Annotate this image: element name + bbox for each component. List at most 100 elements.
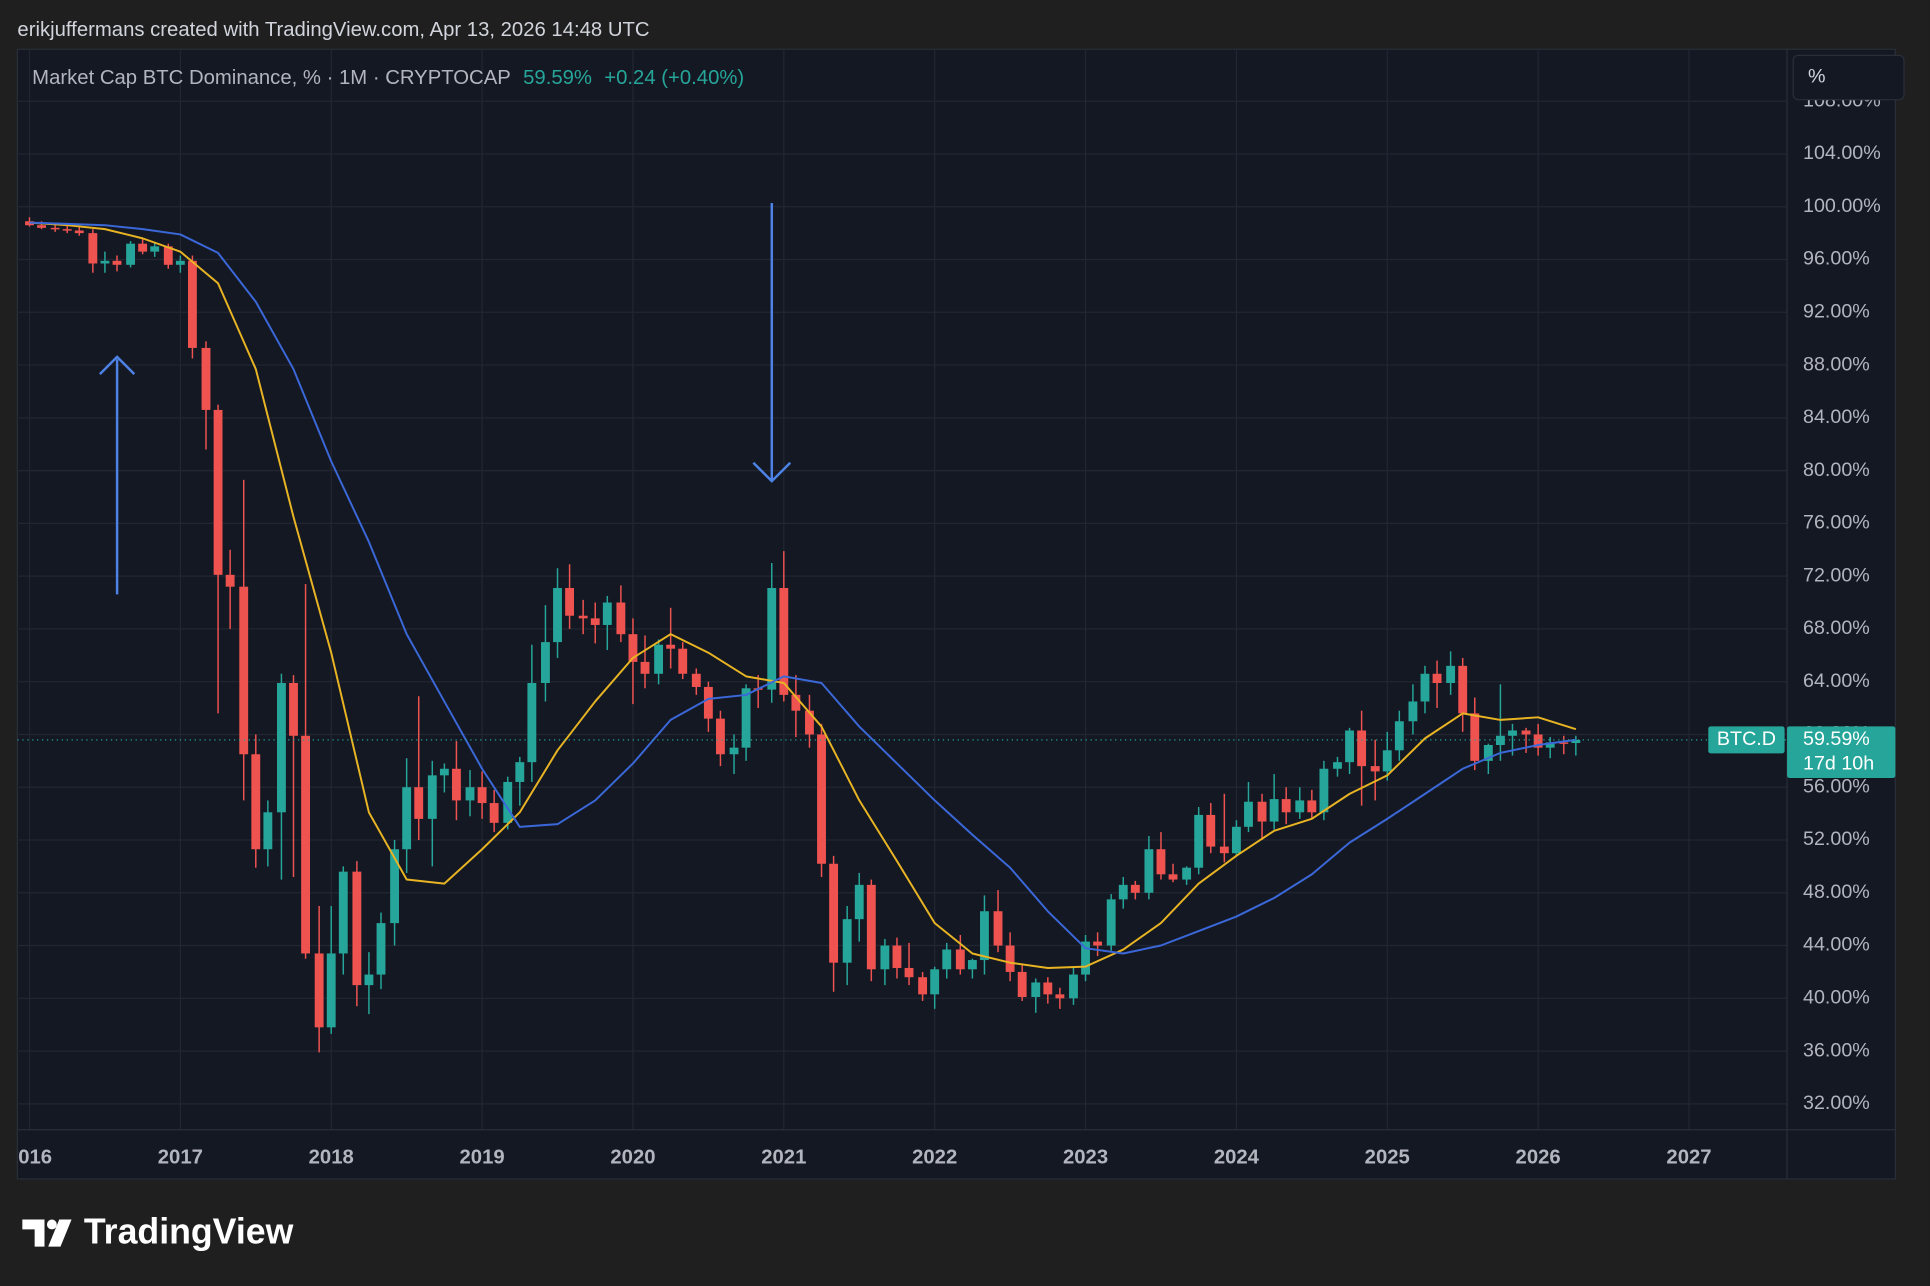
candle-body xyxy=(904,967,914,978)
scale-button[interactable] xyxy=(1792,54,1905,101)
candle-body xyxy=(314,953,324,1028)
legend-value: 59.59% xyxy=(523,67,592,89)
candle-body xyxy=(1370,766,1380,772)
candle-body xyxy=(1269,799,1279,822)
x-tick-label: 2026 xyxy=(1516,1146,1561,1168)
y-tick-label: 76.00% xyxy=(1803,512,1870,534)
candle-body xyxy=(1144,849,1154,893)
x-tick-label: 2023 xyxy=(1063,1146,1108,1168)
candle-body xyxy=(1055,994,1065,999)
candle-body xyxy=(390,849,400,924)
candle-body xyxy=(817,734,826,864)
candle-body xyxy=(1545,742,1555,748)
candle-body xyxy=(465,787,475,801)
candle-body xyxy=(251,754,261,850)
last-price-label: 59.59% xyxy=(1803,728,1870,750)
y-tick-label: 84.00% xyxy=(1803,406,1870,428)
candle-body xyxy=(1559,742,1569,744)
candle-body xyxy=(942,949,952,970)
candle-body xyxy=(376,923,386,975)
candle-body xyxy=(100,260,110,264)
candle-body xyxy=(301,735,311,954)
candle-body xyxy=(678,648,688,674)
candle-body xyxy=(187,260,197,348)
candle-body xyxy=(338,871,348,954)
candle-body xyxy=(716,718,725,755)
candle-body xyxy=(741,688,751,748)
candle-body xyxy=(225,574,235,587)
candle-body xyxy=(880,945,890,970)
symbol-tag-label: BTC.D xyxy=(1717,728,1776,750)
scale-button-label[interactable]: % xyxy=(1808,66,1826,88)
candle-body xyxy=(654,644,664,674)
candle-body xyxy=(88,233,98,264)
x-tick-label: 2027 xyxy=(1666,1146,1711,1168)
x-tick-label: 2020 xyxy=(610,1146,655,1168)
moving-average-line xyxy=(29,221,1577,955)
y-tick-label: 96.00% xyxy=(1803,248,1870,270)
candle-body xyxy=(452,768,461,801)
y-tick-label: 72.00% xyxy=(1803,564,1870,586)
candle-body xyxy=(628,634,638,662)
candle-body xyxy=(364,974,374,986)
candle-body xyxy=(1043,982,1053,995)
candle-body xyxy=(277,683,286,813)
y-tick-label: 64.00% xyxy=(1803,670,1870,692)
candle-body xyxy=(866,884,876,970)
candle-body xyxy=(541,642,550,684)
candle-body xyxy=(1533,734,1543,748)
y-tick-label: 92.00% xyxy=(1803,300,1870,322)
candle-body xyxy=(1206,814,1216,847)
candle-body xyxy=(1357,730,1367,767)
y-tick-label: 48.00% xyxy=(1803,881,1870,903)
candle-body xyxy=(980,911,989,961)
candle-body xyxy=(1194,814,1204,868)
candle-body xyxy=(930,969,940,995)
candle-body xyxy=(1231,826,1241,854)
candle-body xyxy=(527,683,537,763)
candle-body xyxy=(666,644,676,649)
candle-body xyxy=(703,686,713,719)
x-tick-label: 2019 xyxy=(460,1146,505,1168)
candle-body xyxy=(955,949,965,970)
candle-body xyxy=(1394,721,1404,751)
candle-body xyxy=(565,588,575,616)
x-tick-label: 2025 xyxy=(1365,1146,1410,1168)
candle-body xyxy=(414,787,424,819)
candle-body xyxy=(477,787,487,804)
candle-body xyxy=(515,762,525,782)
x-tick-label: 2016 xyxy=(7,1146,52,1168)
candle-body xyxy=(1470,713,1480,761)
candle-body xyxy=(1408,701,1418,722)
time-axis: 2016 2017 2018 2019 2020 2021 2022 2023 2024 2025… xyxy=(7,1146,1711,1168)
candle-body xyxy=(1182,867,1192,880)
candle-body xyxy=(1118,884,1128,900)
logo: TradingView xyxy=(22,1212,294,1252)
logo-icon xyxy=(22,1219,45,1247)
candle-body xyxy=(892,945,902,968)
candle-body xyxy=(1017,971,1027,997)
candle-body xyxy=(263,812,273,850)
candle-body xyxy=(1571,739,1581,744)
candle-body xyxy=(1130,884,1140,893)
y-tick-label: 40.00% xyxy=(1803,987,1870,1009)
candle-body xyxy=(1345,730,1354,763)
candle-body xyxy=(1458,665,1468,714)
candle-body xyxy=(201,347,211,410)
candle-body xyxy=(779,588,789,695)
y-tick-label: 44.00% xyxy=(1803,934,1870,956)
candle-body xyxy=(1432,673,1442,684)
candle-body xyxy=(590,618,600,625)
x-tick-label: 2018 xyxy=(309,1146,354,1168)
candle-body xyxy=(578,615,588,619)
y-tick-label: 80.00% xyxy=(1803,459,1870,481)
candle-body xyxy=(767,588,777,690)
candle-body xyxy=(352,871,362,986)
chart-panel xyxy=(16,48,1896,1180)
x-tick-label: 2024 xyxy=(1214,1146,1260,1168)
candle-body xyxy=(1295,800,1305,813)
candle-body xyxy=(918,977,928,995)
last-price-tag xyxy=(1787,726,1896,779)
candle-body xyxy=(150,246,160,252)
